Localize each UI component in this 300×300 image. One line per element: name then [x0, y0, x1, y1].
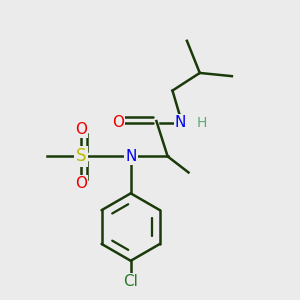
Text: O: O: [112, 115, 124, 130]
Text: H: H: [196, 116, 207, 130]
Text: O: O: [75, 122, 87, 136]
Text: O: O: [75, 176, 87, 191]
Text: N: N: [175, 115, 186, 130]
Text: S: S: [76, 147, 86, 165]
Text: Cl: Cl: [123, 274, 138, 289]
Text: N: N: [125, 149, 136, 164]
